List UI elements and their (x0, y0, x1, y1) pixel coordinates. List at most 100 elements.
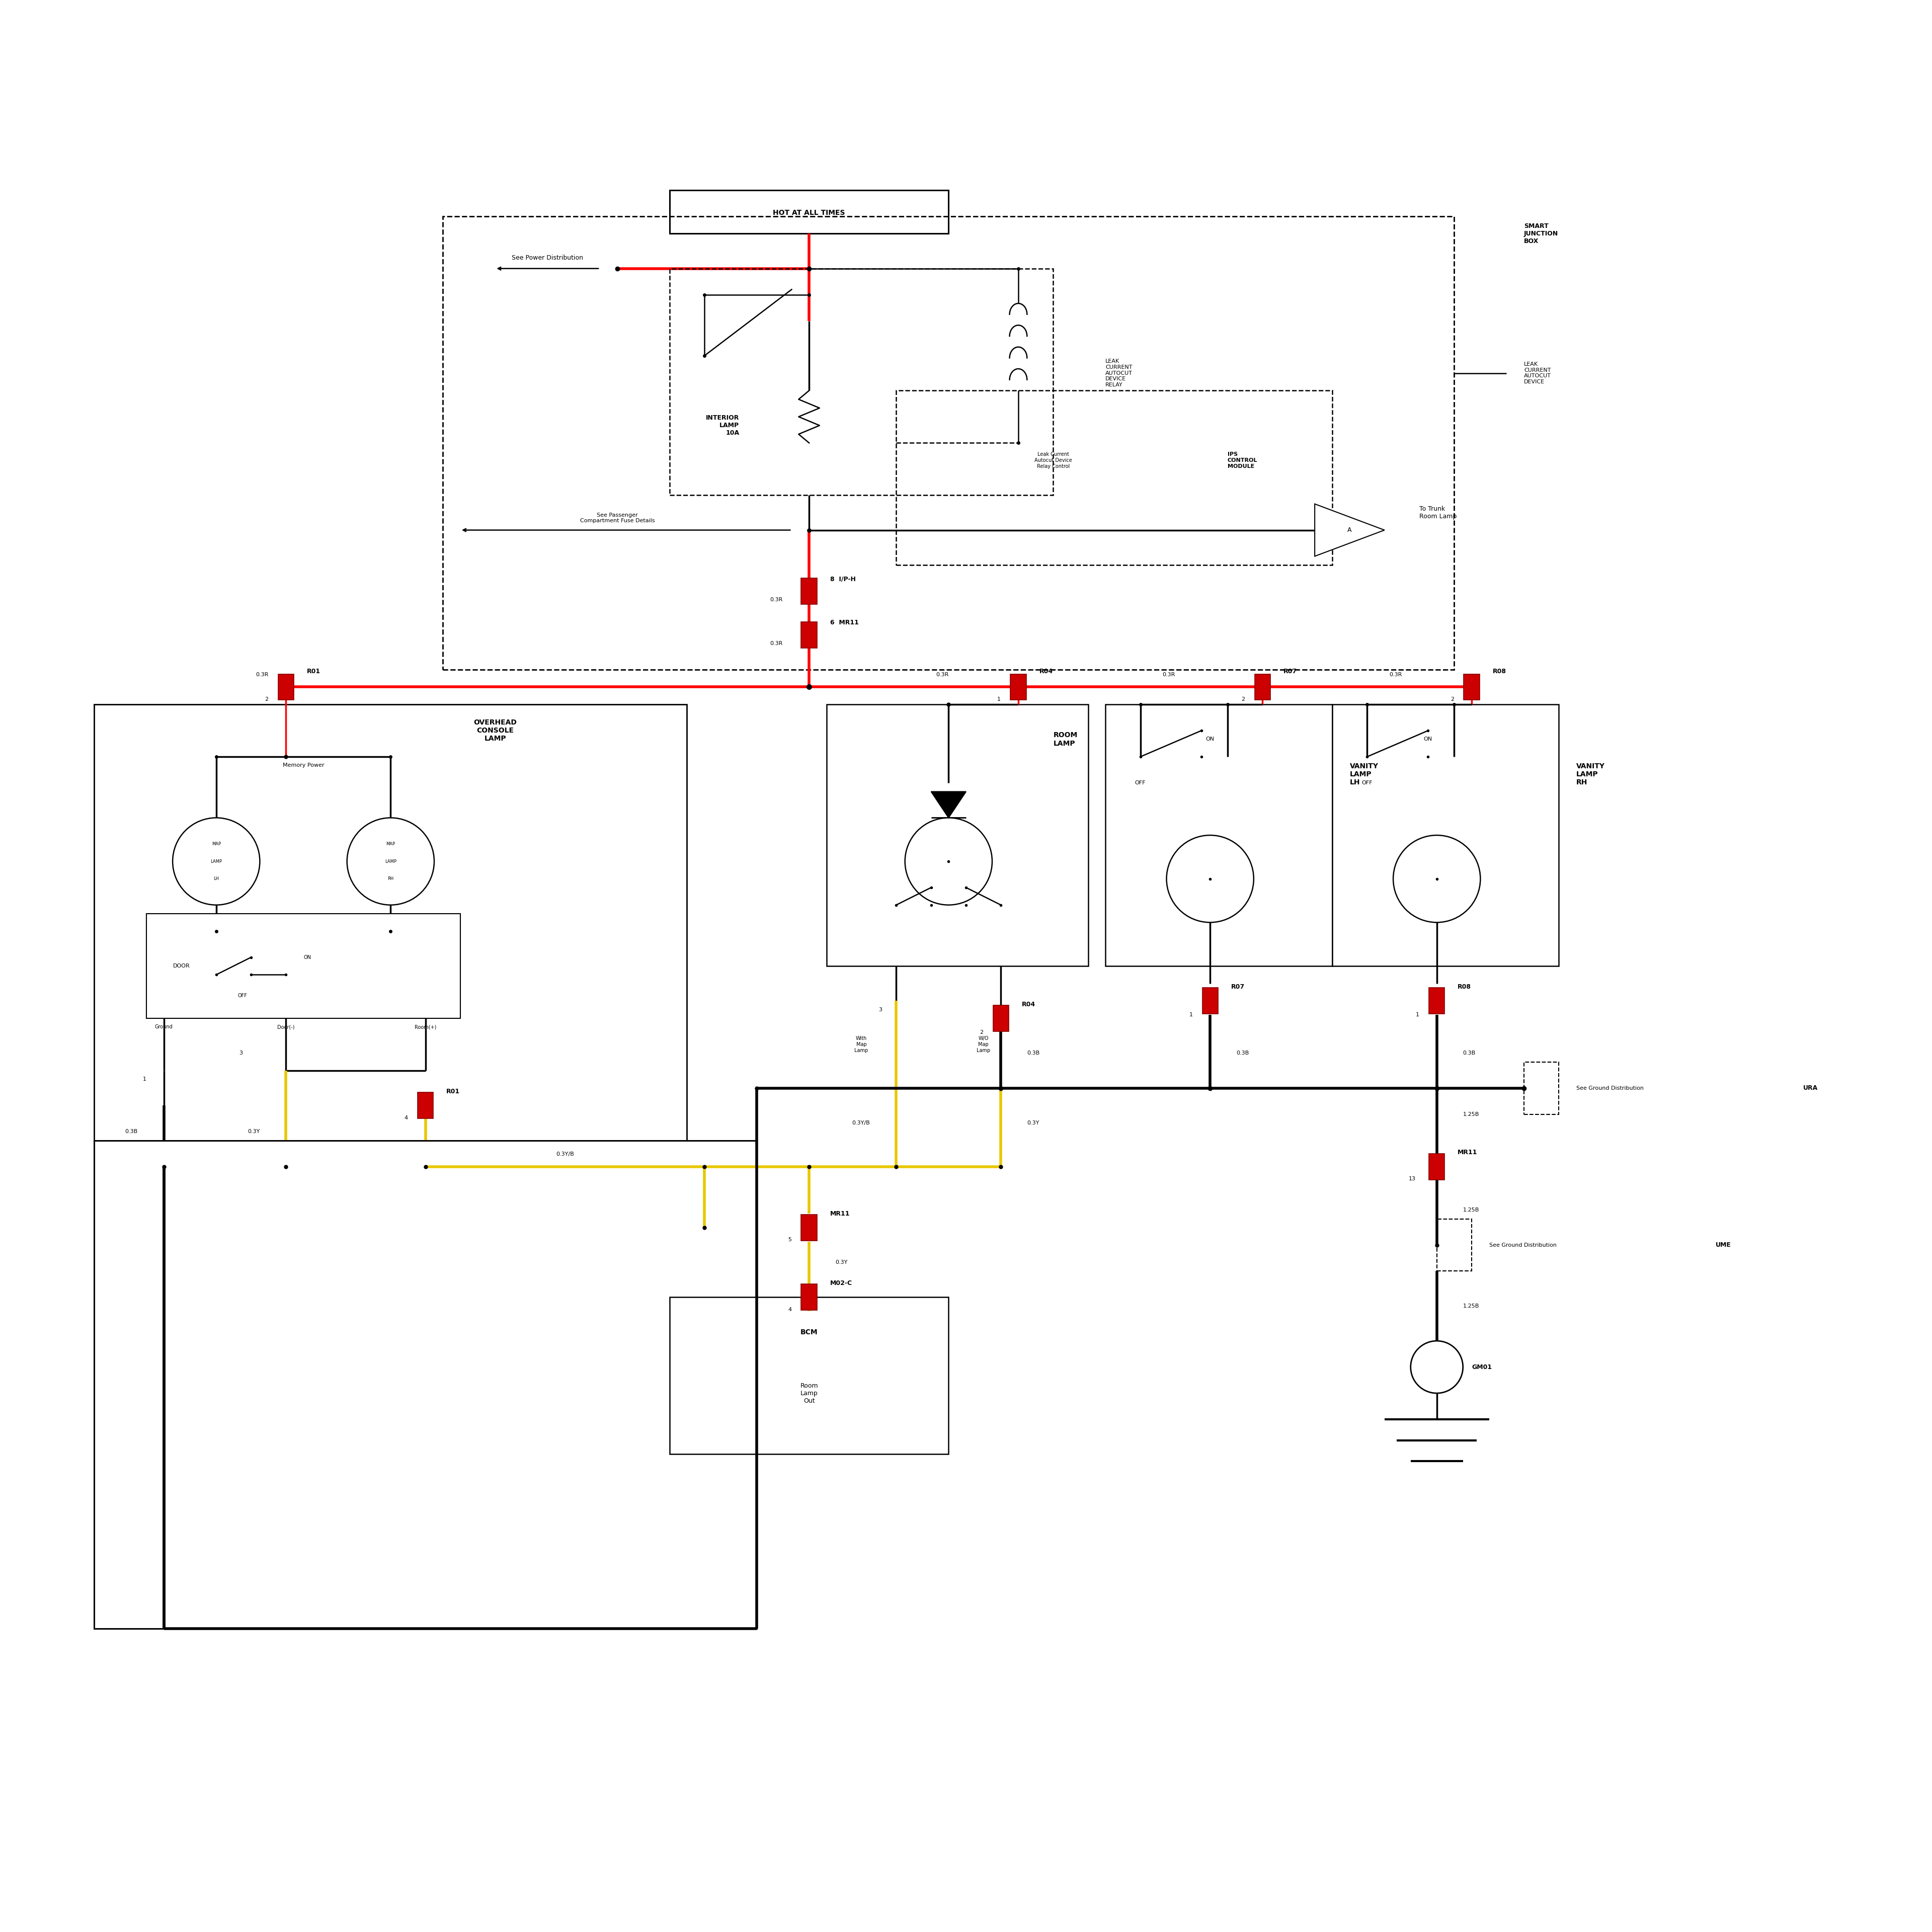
Text: M02-C: M02-C (831, 1281, 852, 1287)
Text: 0.3Y: 0.3Y (247, 1128, 259, 1134)
Text: LEAK
CURRENT
AUTOCUT
DEVICE: LEAK CURRENT AUTOCUT DEVICE (1524, 361, 1551, 384)
Text: See Ground Distribution: See Ground Distribution (1490, 1242, 1557, 1248)
Circle shape (1410, 1341, 1463, 1393)
Circle shape (172, 817, 259, 904)
Text: W/O
Map
Lamp: W/O Map Lamp (976, 1036, 991, 1053)
Text: 0.3R: 0.3R (255, 672, 269, 678)
Bar (1105, 705, 1333, 966)
Text: OFF: OFF (1134, 781, 1146, 786)
Text: 1: 1 (997, 697, 1001, 701)
Text: INTERIOR
LAMP
10A: INTERIOR LAMP 10A (705, 415, 740, 437)
Bar (1202, 987, 1217, 1014)
Circle shape (1167, 835, 1254, 922)
Text: 0.3R: 0.3R (1389, 672, 1403, 678)
Text: MR11: MR11 (831, 1209, 850, 1217)
Bar (1254, 674, 1269, 699)
Bar (1464, 674, 1480, 699)
Bar (1333, 705, 1559, 966)
Bar (442, 216, 1455, 670)
Bar (1430, 987, 1445, 1014)
Text: IPS
CONTROL
MODULE: IPS CONTROL MODULE (1227, 452, 1258, 469)
Text: GM01: GM01 (1472, 1364, 1492, 1370)
Text: 0.3B: 0.3B (126, 1128, 137, 1134)
Text: A: A (1347, 527, 1352, 533)
Text: Memory Power: Memory Power (282, 763, 325, 769)
Text: 0.3B: 0.3B (1463, 1051, 1476, 1055)
Text: BCM: BCM (800, 1329, 817, 1335)
Text: 6  MR11: 6 MR11 (831, 620, 858, 626)
Bar (670, 1296, 949, 1455)
Text: 0.3R: 0.3R (771, 597, 782, 603)
Text: 3: 3 (240, 1051, 242, 1055)
Text: 1: 1 (1416, 1012, 1420, 1018)
Text: 0.3Y/B: 0.3Y/B (556, 1151, 574, 1157)
Bar (993, 1005, 1009, 1032)
Text: 5: 5 (788, 1236, 792, 1242)
Text: 0.3B: 0.3B (1236, 1051, 1248, 1055)
Text: ROOM
LAMP: ROOM LAMP (1053, 732, 1078, 748)
Text: LH: LH (213, 877, 218, 881)
Text: 0.3Y: 0.3Y (1028, 1121, 1039, 1126)
Text: DOOR: DOOR (172, 964, 189, 968)
Text: Leak Current
Autocut Device
Relay Control: Leak Current Autocut Device Relay Contro… (1034, 452, 1072, 469)
Text: 1: 1 (1190, 1012, 1192, 1018)
Text: 13: 13 (1408, 1177, 1416, 1180)
Text: UME: UME (1716, 1242, 1731, 1248)
Text: Room
Lamp
Out: Room Lamp Out (800, 1383, 817, 1405)
Text: 0.3R: 0.3R (1163, 672, 1175, 678)
Text: MR11: MR11 (1459, 1150, 1478, 1155)
Text: 0.3R: 0.3R (935, 672, 949, 678)
Text: 2: 2 (980, 1030, 983, 1036)
Text: ON: ON (1424, 736, 1432, 742)
Text: 1: 1 (143, 1076, 147, 1082)
Bar (417, 1092, 433, 1119)
Text: MAP: MAP (386, 842, 396, 846)
Text: R07: R07 (1283, 668, 1296, 674)
Text: R04: R04 (1039, 668, 1053, 674)
Bar (1524, 1063, 1559, 1115)
Bar (1437, 1219, 1472, 1271)
Text: R01: R01 (446, 1088, 460, 1095)
Text: OVERHEAD
CONSOLE
LAMP: OVERHEAD CONSOLE LAMP (473, 719, 518, 742)
Text: R08: R08 (1493, 668, 1507, 674)
Text: 0.3B: 0.3B (1028, 1051, 1039, 1055)
Text: Door(-): Door(-) (278, 1024, 296, 1030)
Text: 2: 2 (265, 697, 269, 701)
Text: 8  I/P-H: 8 I/P-H (831, 576, 856, 582)
Text: LAMP: LAMP (384, 860, 396, 864)
Text: 1.25B: 1.25B (1463, 1208, 1480, 1213)
Text: ON: ON (1206, 736, 1215, 742)
Bar (827, 705, 1088, 966)
Text: R04: R04 (1022, 1001, 1036, 1009)
Text: Room(+): Room(+) (415, 1024, 437, 1030)
Bar (147, 914, 460, 1018)
Text: R08: R08 (1459, 983, 1472, 991)
Text: To Trunk
Room Lamp: To Trunk Room Lamp (1420, 506, 1457, 520)
Bar (670, 269, 1053, 495)
Text: MAP: MAP (213, 842, 220, 846)
Text: LAMP: LAMP (211, 860, 222, 864)
Text: OFF: OFF (1362, 781, 1372, 786)
Text: 4: 4 (404, 1115, 408, 1121)
Text: Ground: Ground (155, 1024, 172, 1030)
Text: RH: RH (388, 877, 394, 881)
Bar (802, 622, 817, 647)
Circle shape (904, 817, 993, 904)
Text: R07: R07 (1231, 983, 1244, 991)
Circle shape (1393, 835, 1480, 922)
Text: VANITY
LAMP
LH: VANITY LAMP LH (1350, 763, 1378, 786)
Bar (896, 390, 1333, 564)
Text: 2: 2 (1451, 697, 1455, 701)
Bar (1430, 1153, 1445, 1180)
Text: See Power Distribution: See Power Distribution (512, 255, 583, 261)
Text: With
Map
Lamp: With Map Lamp (854, 1036, 867, 1053)
Text: See Ground Distribution: See Ground Distribution (1577, 1086, 1644, 1090)
Text: See Passenger
Compartment Fuse Details: See Passenger Compartment Fuse Details (580, 512, 655, 524)
Text: 0.3R: 0.3R (771, 641, 782, 645)
Polygon shape (1316, 504, 1385, 556)
Text: 1.25B: 1.25B (1463, 1304, 1480, 1308)
Bar (95, 705, 688, 1175)
Text: LEAK
CURRENT
AUTOCUT
DEVICE
RELAY: LEAK CURRENT AUTOCUT DEVICE RELAY (1105, 359, 1132, 386)
Circle shape (348, 817, 435, 904)
Text: 0.3Y/B: 0.3Y/B (852, 1121, 869, 1126)
